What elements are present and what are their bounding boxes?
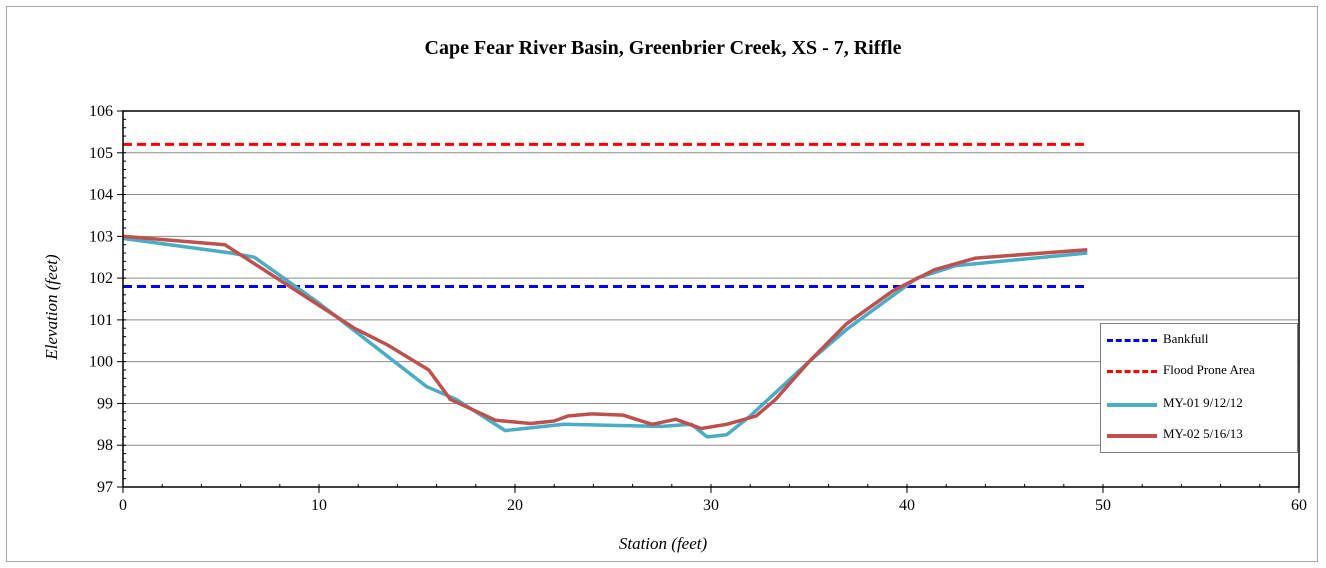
y-tick-label: 101 xyxy=(89,312,113,329)
y-tick-label: 102 xyxy=(89,270,113,287)
plot-border xyxy=(122,110,1300,488)
x-axis-label: Station (feet) xyxy=(618,534,708,553)
y-tick-label: 99 xyxy=(97,395,113,412)
legend-item-my-02: MY-02 5/16/13 xyxy=(1107,425,1297,445)
legend-swatch-bankfull xyxy=(1107,339,1157,342)
y-tick-label: 103 xyxy=(89,228,113,245)
y-axis-label: Elevation (feet) xyxy=(42,254,61,360)
y-tick-label: 106 xyxy=(89,103,113,120)
x-tick-label: 0 xyxy=(119,497,127,514)
y-tick-label: 98 xyxy=(97,437,113,454)
legend-item-my-01: MY-01 9/12/12 xyxy=(1107,394,1297,414)
legend-label-my-01: MY-01 9/12/12 xyxy=(1163,395,1243,410)
series-line-my-01-9-12-12 xyxy=(122,236,1088,439)
chart-frame: Cape Fear River Basin, Greenbrier Creek,… xyxy=(6,6,1318,562)
x-tick-label: 60 xyxy=(1291,497,1307,514)
legend-item-bankfull: Bankfull xyxy=(1107,330,1297,350)
chart-title: Cape Fear River Basin, Greenbrier Creek,… xyxy=(424,37,902,59)
legend-swatch-my-02 xyxy=(1107,434,1157,438)
legend-swatch-my-01 xyxy=(1107,403,1157,407)
x-tick-label: 40 xyxy=(899,497,915,514)
x-tick-label: 10 xyxy=(311,497,327,514)
legend-swatch-flood-prone-area xyxy=(1107,370,1157,373)
y-tick-label: 105 xyxy=(89,145,113,162)
series-line-my-02-5-16-13 xyxy=(122,234,1088,431)
y-tick-label: 100 xyxy=(89,354,113,371)
y-tick-label: 104 xyxy=(89,187,113,204)
y-tick-label: 97 xyxy=(97,479,113,496)
legend-item-flood-prone-area: Flood Prone Area xyxy=(1107,361,1297,381)
legend-label-my-02: MY-02 5/16/13 xyxy=(1163,426,1243,441)
x-tick-label: 20 xyxy=(507,497,523,514)
legend-label-flood-prone-area: Flood Prone Area xyxy=(1163,362,1255,377)
x-tick-label: 50 xyxy=(1095,497,1111,514)
legend-label-bankfull: Bankfull xyxy=(1163,331,1209,346)
plot-area: 97 98 99 100 101 102 103 104 105 106 0 10 20 30 40 50 60 xyxy=(89,103,1307,514)
legend: Bankfull Flood Prone Area MY-01 9/12/12 … xyxy=(1100,323,1298,453)
x-tick-label: 30 xyxy=(703,497,719,514)
